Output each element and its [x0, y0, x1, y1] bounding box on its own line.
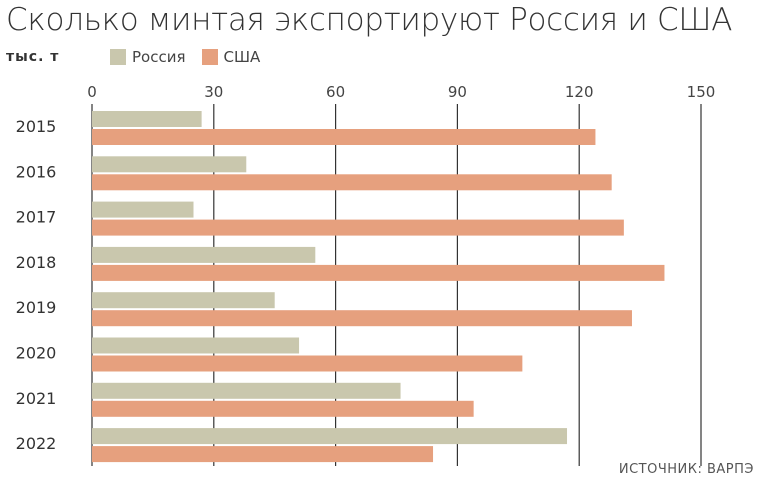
bar-usa-2020: [92, 355, 523, 372]
legend: Россия США: [110, 48, 276, 66]
y-category-label: 2020: [16, 344, 57, 363]
bar-usa-2018: [92, 264, 665, 281]
x-tick-label: 120: [565, 83, 594, 101]
y-category-label: 2021: [16, 389, 57, 408]
unit-label: тыс. т: [6, 49, 60, 65]
bar-usa-2022: [92, 446, 434, 463]
x-tick-label: 150: [687, 83, 716, 101]
x-tick-label: 0: [87, 83, 97, 101]
chart-title: Сколько минтая экспортируют Россия и США: [6, 2, 733, 38]
legend-item-russia: Россия: [110, 48, 186, 66]
bar-russia-2015: [92, 111, 202, 127]
x-tick-label: 60: [326, 83, 345, 101]
bar-russia-2017: [92, 201, 194, 218]
bar-russia-2018: [92, 246, 316, 263]
bar-usa-2016: [92, 174, 612, 191]
legend-label-russia: Россия: [132, 48, 186, 66]
bar-russia-2019: [92, 292, 275, 309]
x-tick-label: 30: [204, 83, 223, 101]
bar-russia-2021: [92, 382, 401, 399]
y-category-label: 2018: [16, 253, 57, 272]
legend-swatch-usa: [201, 49, 218, 65]
legend-swatch-russia: [110, 49, 126, 65]
y-category-label: 2022: [16, 434, 57, 453]
bar-usa-2017: [92, 219, 624, 236]
bar-usa-2019: [92, 310, 632, 327]
bar-usa-2015: [92, 129, 596, 145]
y-category-label: 2015: [16, 117, 57, 136]
y-category-label: 2016: [16, 162, 57, 181]
source-note: ИСТОЧНИК: ВАРПЭ: [618, 462, 754, 477]
bar-russia-2016: [92, 156, 247, 173]
legend-label-usa: США: [223, 48, 261, 66]
bar-russia-2020: [92, 337, 300, 354]
y-category-label: 2019: [16, 298, 57, 317]
y-category-label: 2017: [16, 208, 57, 227]
legend-item-usa: США: [201, 48, 261, 66]
bar-russia-2022: [92, 428, 568, 445]
bar-usa-2021: [92, 400, 474, 417]
x-tick-label: 90: [448, 83, 467, 101]
